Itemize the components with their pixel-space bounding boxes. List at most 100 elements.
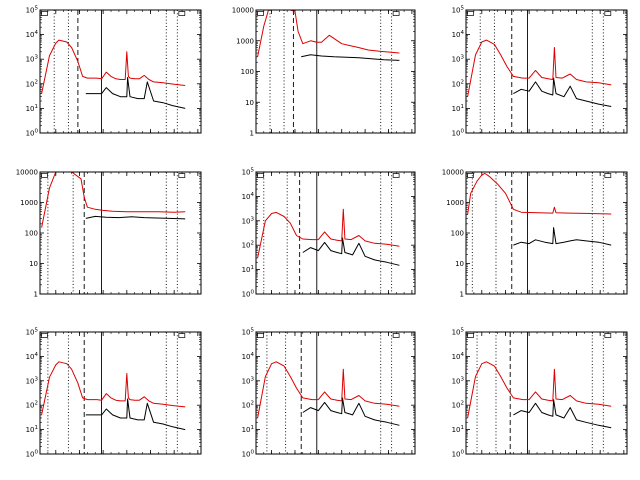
y-tick-label: 100: [26, 129, 39, 138]
corner-box: [392, 173, 400, 178]
plot-frame: [465, 171, 628, 295]
y-tick-label: 1: [250, 130, 254, 138]
series-line-events: [301, 54, 400, 61]
corner-box: [604, 173, 612, 178]
y-tick-label: 100: [242, 450, 255, 459]
y-tick-label: 102: [242, 241, 254, 250]
y-tick-label: 100: [242, 290, 255, 299]
y-tick-label: 105: [26, 328, 39, 337]
plot-frame: [39, 171, 202, 295]
panel-det-4: 1 10 100 1000 10000: [16, 169, 202, 299]
corner-box: [467, 333, 474, 338]
y-tick-label: 103: [26, 376, 39, 385]
y-tick-label: 103: [452, 55, 465, 64]
y-tick-label: 101: [26, 425, 38, 434]
y-tick-label: 100: [241, 68, 254, 76]
panel-det-7: 100 101 102 103 104 105: [26, 328, 202, 459]
y-tick-label: 102: [26, 79, 38, 88]
y-tick-label: 10: [245, 99, 254, 107]
corner-box: [467, 11, 474, 16]
y-tick-label: 104: [452, 30, 465, 39]
series-line-lld: [257, 361, 400, 419]
panel-det-6: 1 10 100 1000 10000: [442, 169, 628, 299]
series-line-events: [85, 215, 186, 220]
series-line-lld: [467, 39, 612, 97]
panel-det-1: 100 101 102 103 104 105: [26, 6, 202, 138]
series-line-events: [513, 77, 612, 107]
y-tick-label: 1: [34, 291, 38, 299]
y-tick-label: 103: [242, 216, 255, 225]
plot-frame: [39, 331, 202, 455]
y-tick-label: 101: [242, 265, 254, 274]
y-tick-label: 100: [452, 450, 465, 459]
y-tick-label: 1: [460, 291, 464, 299]
series-line-events: [513, 227, 612, 246]
plot-frame: [465, 9, 628, 134]
corner-box: [257, 11, 264, 16]
series-line-lld: [41, 361, 186, 416]
y-tick-label: 105: [452, 6, 465, 15]
y-tick-label: 10000: [232, 7, 254, 15]
series-line-lld: [257, 208, 400, 259]
panel-det-8: 100 101 102 103 104 105: [242, 328, 416, 459]
corner-box: [257, 333, 264, 338]
y-tick-label: 10: [455, 260, 464, 268]
y-tick-label: 104: [26, 30, 39, 39]
y-tick-label: 101: [452, 104, 464, 113]
y-tick-label: 100: [452, 129, 465, 138]
y-tick-label: 105: [452, 328, 465, 337]
corner-box: [392, 11, 400, 16]
y-tick-label: 10000: [442, 169, 464, 177]
y-tick-label: 102: [242, 401, 254, 410]
y-tick-label: 100: [26, 450, 39, 459]
panel-det-3: 100 101 102 103 104 105: [452, 6, 628, 138]
y-tick-label: 10: [29, 260, 38, 268]
plot-frame: [39, 9, 202, 134]
corner-box: [178, 11, 186, 16]
y-tick-label: 1000: [446, 199, 464, 207]
y-tick-label: 101: [242, 425, 254, 434]
corner-box: [41, 333, 48, 338]
y-tick-label: 103: [452, 376, 465, 385]
panel-det-9: 100 101 102 103 104 105: [452, 328, 628, 459]
y-tick-label: 104: [452, 352, 465, 361]
y-tick-label: 1000: [20, 199, 38, 207]
y-tick-label: 105: [26, 6, 39, 15]
y-tick-label: 103: [26, 55, 39, 64]
series-line-lld: [467, 172, 612, 215]
corner-box: [178, 173, 186, 178]
corner-box: [41, 11, 48, 16]
plot-frame: [255, 9, 416, 134]
series-line-events: [85, 398, 186, 431]
series-line-lld: [467, 361, 612, 419]
y-tick-label: 10000: [16, 169, 38, 177]
corner-box: [604, 11, 612, 16]
series-line-lld: [41, 172, 186, 228]
y-tick-label: 100: [451, 230, 464, 238]
corner-box: [467, 173, 474, 178]
plot-frame: [255, 171, 416, 295]
series-line-events: [302, 237, 400, 266]
series-line-lld: [41, 39, 186, 94]
y-tick-label: 100: [25, 230, 38, 238]
panel-det-2: 1 10 100 1000 10000: [232, 7, 416, 138]
series-line-events: [302, 397, 400, 426]
y-tick-label: 103: [242, 376, 255, 385]
plot-frame: [255, 331, 416, 455]
y-tick-label: 105: [242, 328, 255, 337]
panel-det-5: 100 101 102 103 104 105: [242, 168, 416, 299]
corner-box: [178, 333, 186, 338]
corner-box: [257, 173, 264, 178]
series-line-lld: [257, 10, 400, 57]
y-tick-label: 1000: [236, 37, 254, 45]
y-tick-label: 104: [242, 352, 255, 361]
corner-box: [392, 333, 400, 338]
series-line-events: [85, 77, 186, 109]
corner-box: [41, 173, 48, 178]
series-line-events: [513, 399, 612, 429]
plot-frame: [465, 331, 628, 455]
y-tick-label: 101: [26, 104, 38, 113]
y-tick-label: 105: [242, 168, 255, 177]
y-tick-label: 102: [452, 79, 464, 88]
